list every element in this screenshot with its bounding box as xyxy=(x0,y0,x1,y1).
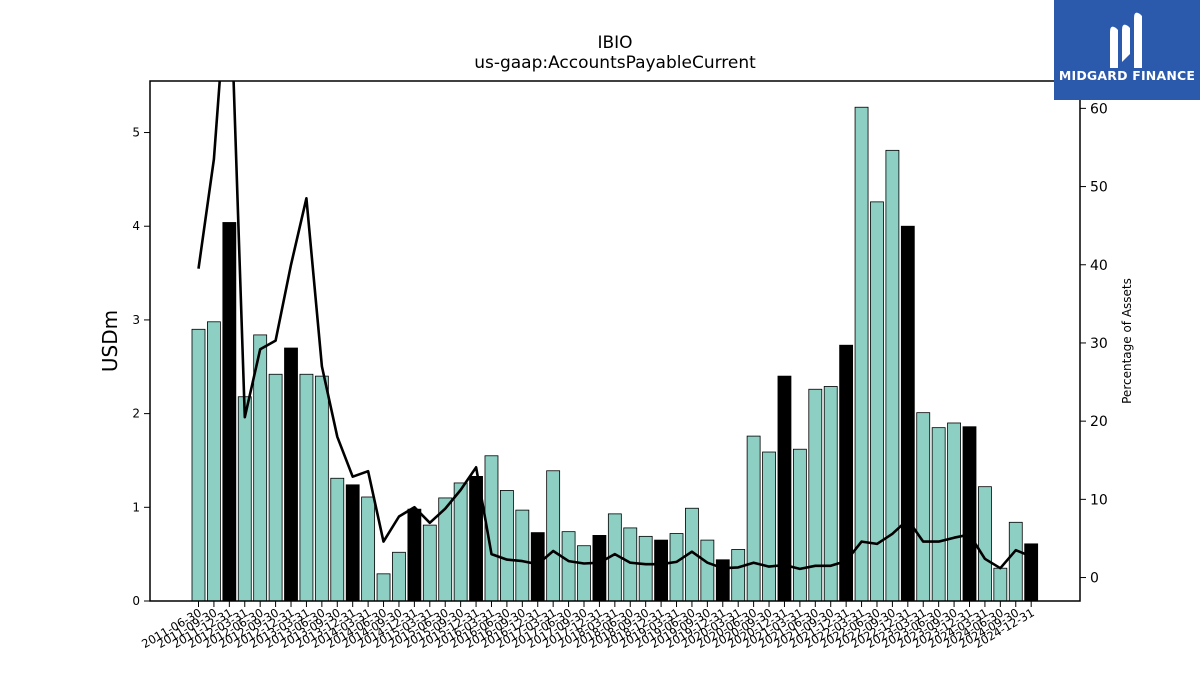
y2-axis-title: Percentage of Assets xyxy=(1120,278,1134,404)
y2-tick-label: 0 xyxy=(1090,571,1099,587)
y2-tick-label: 10 xyxy=(1090,492,1108,508)
brand-logo: MIDGARD FINANCE xyxy=(1054,0,1200,100)
bar xyxy=(854,106,869,602)
brand-name: MIDGARD FINANCE xyxy=(1058,68,1196,83)
bar xyxy=(330,477,345,602)
bar xyxy=(978,486,992,602)
bar xyxy=(407,508,422,602)
bar xyxy=(623,527,638,602)
bar xyxy=(314,375,329,602)
bar xyxy=(392,551,406,602)
y-tick-label: 5 xyxy=(132,126,140,140)
y-tick-label: 0 xyxy=(132,594,140,608)
chart-title: IBIO xyxy=(597,33,632,53)
bar xyxy=(669,533,684,602)
percent-line xyxy=(197,81,1032,571)
bar xyxy=(577,545,591,602)
bar xyxy=(284,347,298,602)
bar xyxy=(654,539,668,602)
y2-tick-label: 30 xyxy=(1090,336,1108,352)
bar xyxy=(638,535,653,602)
bar xyxy=(731,549,746,602)
y-tick-label: 3 xyxy=(132,313,140,327)
midgard-logo-icon xyxy=(1110,12,1142,69)
y2-tick-label: 50 xyxy=(1090,180,1108,196)
bar xyxy=(931,427,946,602)
bar xyxy=(916,412,931,602)
bar xyxy=(546,470,561,602)
bar xyxy=(962,426,977,602)
bar xyxy=(207,321,221,602)
bar xyxy=(746,435,761,602)
bar xyxy=(900,225,915,602)
bar xyxy=(237,396,252,602)
bar xyxy=(222,222,237,602)
bar xyxy=(762,451,776,602)
y-tick-label: 1 xyxy=(132,500,140,514)
bar xyxy=(993,567,1008,602)
y-tick-label: 2 xyxy=(132,407,140,421)
y2-tick-label: 20 xyxy=(1090,414,1108,430)
bar xyxy=(947,422,961,602)
bar xyxy=(530,532,545,602)
bar xyxy=(361,496,376,602)
bar xyxy=(823,386,838,602)
y2-tick-label: 40 xyxy=(1090,258,1108,274)
plot-area: 01234501020304050602011-06-302011-09-302… xyxy=(132,80,1108,651)
bar xyxy=(268,373,283,602)
bar xyxy=(792,448,807,602)
bar xyxy=(1024,543,1039,602)
y2-tick-label: 60 xyxy=(1090,101,1108,117)
bar xyxy=(376,573,391,602)
bar xyxy=(345,484,360,602)
y-axis-title: USDm xyxy=(98,310,122,372)
bar xyxy=(808,388,823,602)
bar xyxy=(1008,521,1023,602)
bar xyxy=(561,531,576,602)
bar xyxy=(191,328,206,602)
bar xyxy=(299,373,314,602)
chart-subtitle: us-gaap:AccountsPayableCurrent xyxy=(474,53,756,73)
bar xyxy=(499,490,514,602)
bar xyxy=(453,482,468,602)
bar xyxy=(422,524,437,602)
bar xyxy=(515,509,530,602)
bar xyxy=(700,539,715,602)
bar xyxy=(592,535,607,602)
y-tick-label: 4 xyxy=(132,219,140,233)
